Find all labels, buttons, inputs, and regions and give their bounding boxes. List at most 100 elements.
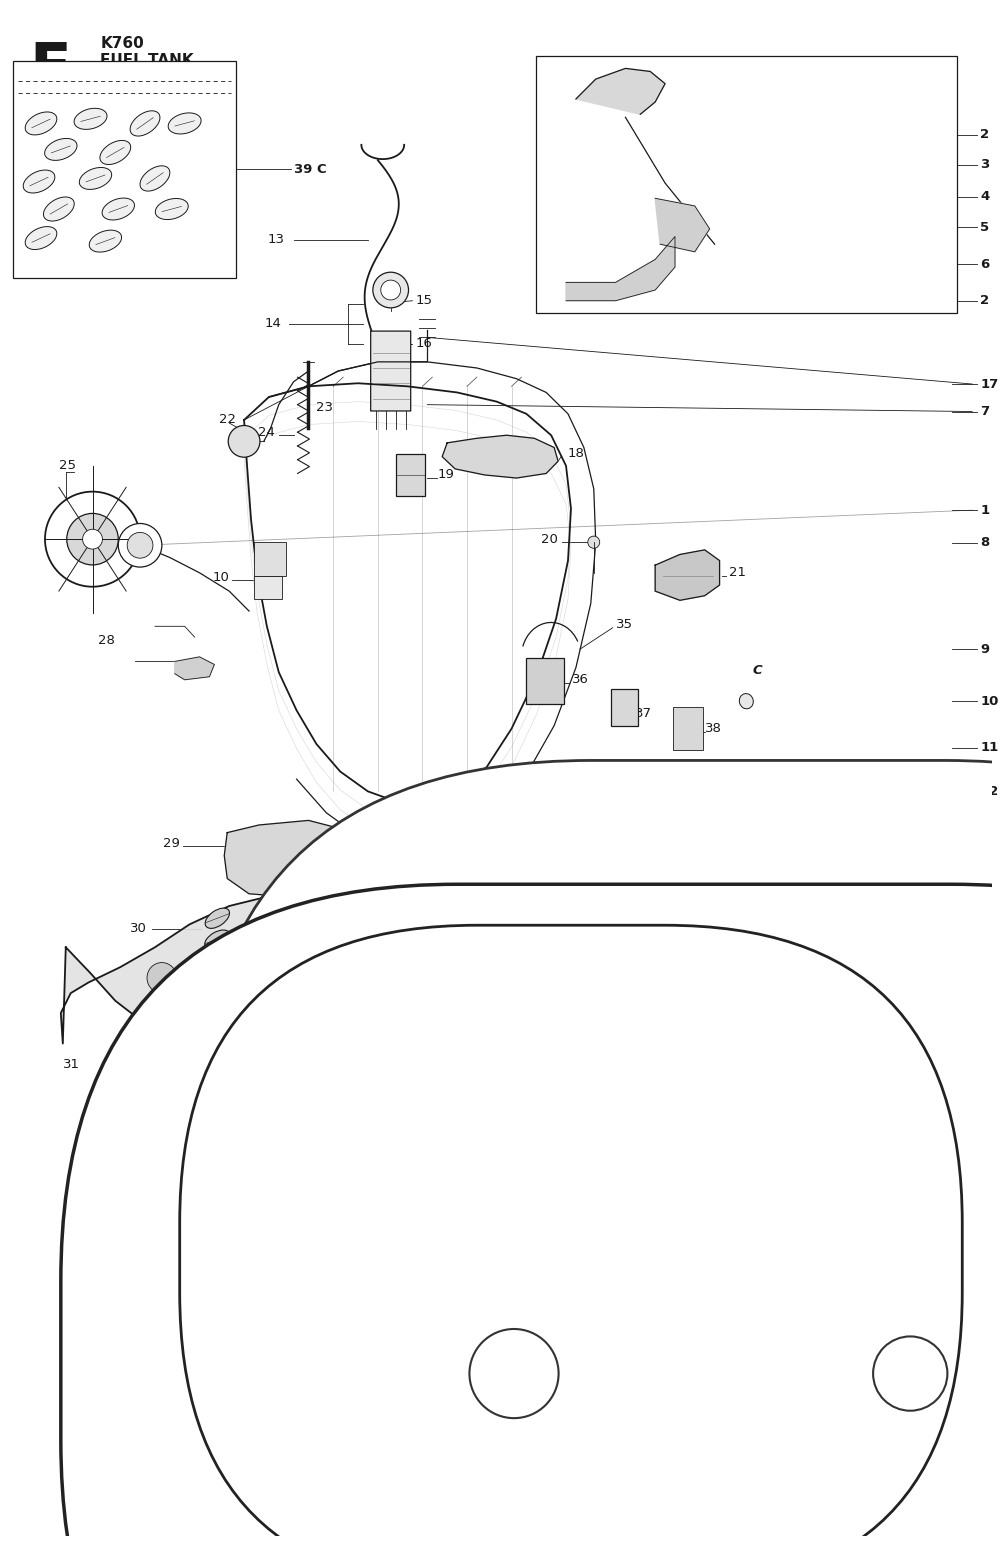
- Text: Guard: Guard: [728, 1245, 808, 1270]
- Ellipse shape: [100, 140, 131, 165]
- Ellipse shape: [270, 964, 297, 992]
- Ellipse shape: [205, 930, 230, 949]
- Ellipse shape: [218, 1040, 230, 1052]
- Polygon shape: [442, 435, 558, 478]
- Text: 4: 4: [980, 190, 989, 204]
- FancyBboxPatch shape: [371, 332, 411, 410]
- Polygon shape: [61, 890, 412, 1054]
- Text: 23: 23: [316, 401, 333, 414]
- Text: 2: 2: [980, 295, 989, 307]
- Text: FUEL TANK: FUEL TANK: [100, 52, 194, 68]
- Circle shape: [45, 492, 140, 586]
- Ellipse shape: [168, 113, 201, 134]
- Text: 5: 5: [980, 221, 989, 235]
- Text: 11: 11: [980, 741, 998, 755]
- Text: 燃料は: 燃料は: [555, 1248, 587, 1267]
- Text: 13: 13: [268, 233, 285, 245]
- Circle shape: [435, 906, 455, 926]
- Text: 10: 10: [980, 694, 998, 708]
- Ellipse shape: [588, 535, 600, 548]
- Ellipse shape: [205, 909, 230, 929]
- Polygon shape: [576, 68, 665, 114]
- Text: K760: K760: [100, 37, 144, 51]
- Text: 2サイクル
混合オイル: 2サイクル 混合オイル: [898, 1364, 922, 1383]
- Text: 25: 25: [59, 460, 76, 472]
- FancyBboxPatch shape: [195, 761, 1000, 1543]
- Ellipse shape: [74, 108, 107, 130]
- Text: 35: 35: [616, 619, 633, 631]
- Text: 19: 19: [437, 469, 454, 481]
- Bar: [13, 60, 236, 278]
- Text: 1: 1: [980, 503, 989, 517]
- Ellipse shape: [357, 964, 369, 977]
- Ellipse shape: [377, 915, 389, 927]
- Text: 21: 21: [729, 566, 746, 579]
- Text: 8: 8: [980, 537, 989, 549]
- Circle shape: [127, 532, 153, 559]
- Circle shape: [373, 272, 409, 309]
- Polygon shape: [655, 199, 710, 252]
- Bar: [396, 454, 425, 497]
- Text: 3: 3: [980, 159, 989, 171]
- Ellipse shape: [45, 139, 77, 160]
- Text: 17: 17: [980, 378, 998, 390]
- Text: 20: 20: [541, 532, 558, 546]
- Circle shape: [571, 906, 591, 926]
- Text: F: F: [29, 40, 71, 100]
- Ellipse shape: [155, 199, 188, 219]
- Text: 12: 12: [980, 785, 998, 798]
- Ellipse shape: [79, 168, 112, 190]
- Text: 40: 40: [534, 1216, 551, 1228]
- Circle shape: [118, 523, 162, 568]
- Polygon shape: [175, 657, 214, 680]
- Circle shape: [228, 426, 260, 457]
- Bar: [526, 659, 564, 704]
- Circle shape: [469, 1329, 559, 1418]
- Bar: [611, 690, 638, 725]
- Ellipse shape: [140, 165, 170, 191]
- Polygon shape: [655, 549, 720, 600]
- Text: 29: 29: [163, 836, 180, 850]
- Text: 6: 6: [980, 258, 989, 270]
- Circle shape: [381, 281, 401, 299]
- Bar: [536, 56, 957, 313]
- Ellipse shape: [102, 198, 134, 221]
- Ellipse shape: [43, 198, 74, 221]
- Bar: [254, 542, 286, 576]
- Bar: [673, 707, 703, 750]
- FancyBboxPatch shape: [180, 926, 962, 1543]
- Text: 27: 27: [105, 505, 122, 518]
- Text: Oil: Oil: [750, 1194, 786, 1217]
- Polygon shape: [224, 821, 356, 896]
- Text: 18: 18: [568, 447, 585, 460]
- Text: 24: 24: [258, 426, 275, 438]
- Text: 2: 2: [980, 128, 989, 142]
- Circle shape: [67, 514, 118, 565]
- Text: C: C: [752, 663, 762, 677]
- Circle shape: [83, 529, 102, 549]
- Text: 9: 9: [980, 643, 989, 656]
- Circle shape: [873, 1336, 947, 1410]
- Text: 30: 30: [130, 923, 147, 935]
- Text: 14: 14: [265, 318, 282, 330]
- Text: ガソ
リン: ガソ リン: [508, 1362, 520, 1384]
- Text: 22: 22: [219, 414, 236, 426]
- Ellipse shape: [89, 230, 122, 252]
- Bar: [254, 576, 282, 599]
- Text: 10: 10: [212, 571, 229, 583]
- Text: 34: 34: [608, 913, 625, 926]
- Text: 25 : 1: 25 : 1: [648, 1353, 781, 1395]
- Ellipse shape: [206, 972, 233, 1000]
- Ellipse shape: [147, 963, 177, 994]
- Bar: [432, 878, 596, 952]
- Text: 32: 32: [665, 926, 682, 938]
- Text: 31: 31: [63, 1058, 80, 1071]
- Ellipse shape: [302, 1025, 314, 1037]
- Text: 41: 41: [430, 1358, 447, 1372]
- Ellipse shape: [25, 113, 57, 134]
- Text: 36: 36: [572, 673, 589, 687]
- Ellipse shape: [130, 111, 160, 136]
- Text: 16: 16: [415, 336, 432, 350]
- Ellipse shape: [25, 227, 57, 250]
- Text: 26: 26: [69, 505, 86, 518]
